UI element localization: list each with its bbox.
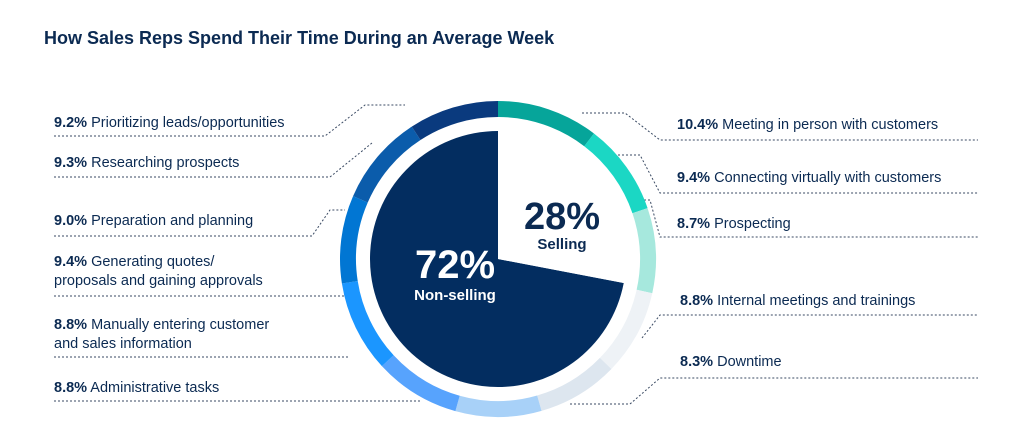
- ring-segment-researching-prospects: [353, 126, 421, 203]
- label-internal-meetings: 8.8% Internal meetings and trainings: [680, 293, 916, 309]
- ring-segment-connecting-virtually-with-customers: [584, 133, 648, 214]
- leader-line: [54, 104, 405, 137]
- ring-segment-prospecting: [632, 208, 656, 294]
- ring-segment-manually-entering-customer-and-sales-information: [381, 355, 460, 412]
- label-prioritizing-leads: 9.2% Prioritizing leads/opportunities: [54, 115, 285, 131]
- pie-slice-selling: [498, 131, 627, 283]
- non-selling-percent: 72%: [414, 243, 496, 287]
- label-administrative-tasks: 8.8% Administrative tasks: [54, 380, 220, 396]
- ring-segment-internal-meetings-and-trainings: [599, 289, 653, 370]
- label-preparation-planning: 9.0% Preparation and planning: [54, 213, 254, 229]
- label-connecting-virtually: 9.4% Connecting virtually with customers: [677, 170, 942, 186]
- pie-slice-non-selling: [370, 131, 624, 387]
- leader-line: [54, 142, 373, 178]
- selling-percent: 28%: [523, 196, 601, 238]
- label-meeting-in-person: 10.4% Meeting in person with customers: [677, 117, 939, 133]
- leader-line: [582, 112, 978, 141]
- ring-segment-meeting-in-person-with-customers: [498, 101, 594, 147]
- label-prospecting: 8.7% Prospecting: [677, 216, 791, 232]
- inner-pie: [370, 131, 627, 387]
- label-downtime: 8.3% Downtime: [680, 354, 782, 370]
- outer-ring: [340, 101, 656, 418]
- ring-segment-prioritizing-leads-opportunities: [411, 101, 498, 141]
- ring-segment-downtime: [537, 357, 612, 411]
- ring-segment-administrative-tasks: [455, 395, 542, 418]
- leader-line: [641, 314, 978, 339]
- label-manually-entering: 8.8% Manually entering customer and sale…: [54, 317, 270, 352]
- leader-line: [54, 209, 345, 237]
- label-generating-quotes: 9.4% Generating quotes/ proposals and ga…: [54, 254, 263, 289]
- ring-segment-preparation-and-planning: [340, 196, 368, 284]
- non-selling-caption: Non-selling: [414, 287, 496, 304]
- selling-caption: Selling: [537, 236, 587, 253]
- label-researching-prospects: 9.3% Researching prospects: [54, 155, 240, 171]
- leader-line: [570, 377, 978, 405]
- ring-segment-generating-quotes-proposals-and-gaining-approvals: [341, 280, 394, 367]
- chart-title: How Sales Reps Spend Their Time During a…: [44, 28, 555, 48]
